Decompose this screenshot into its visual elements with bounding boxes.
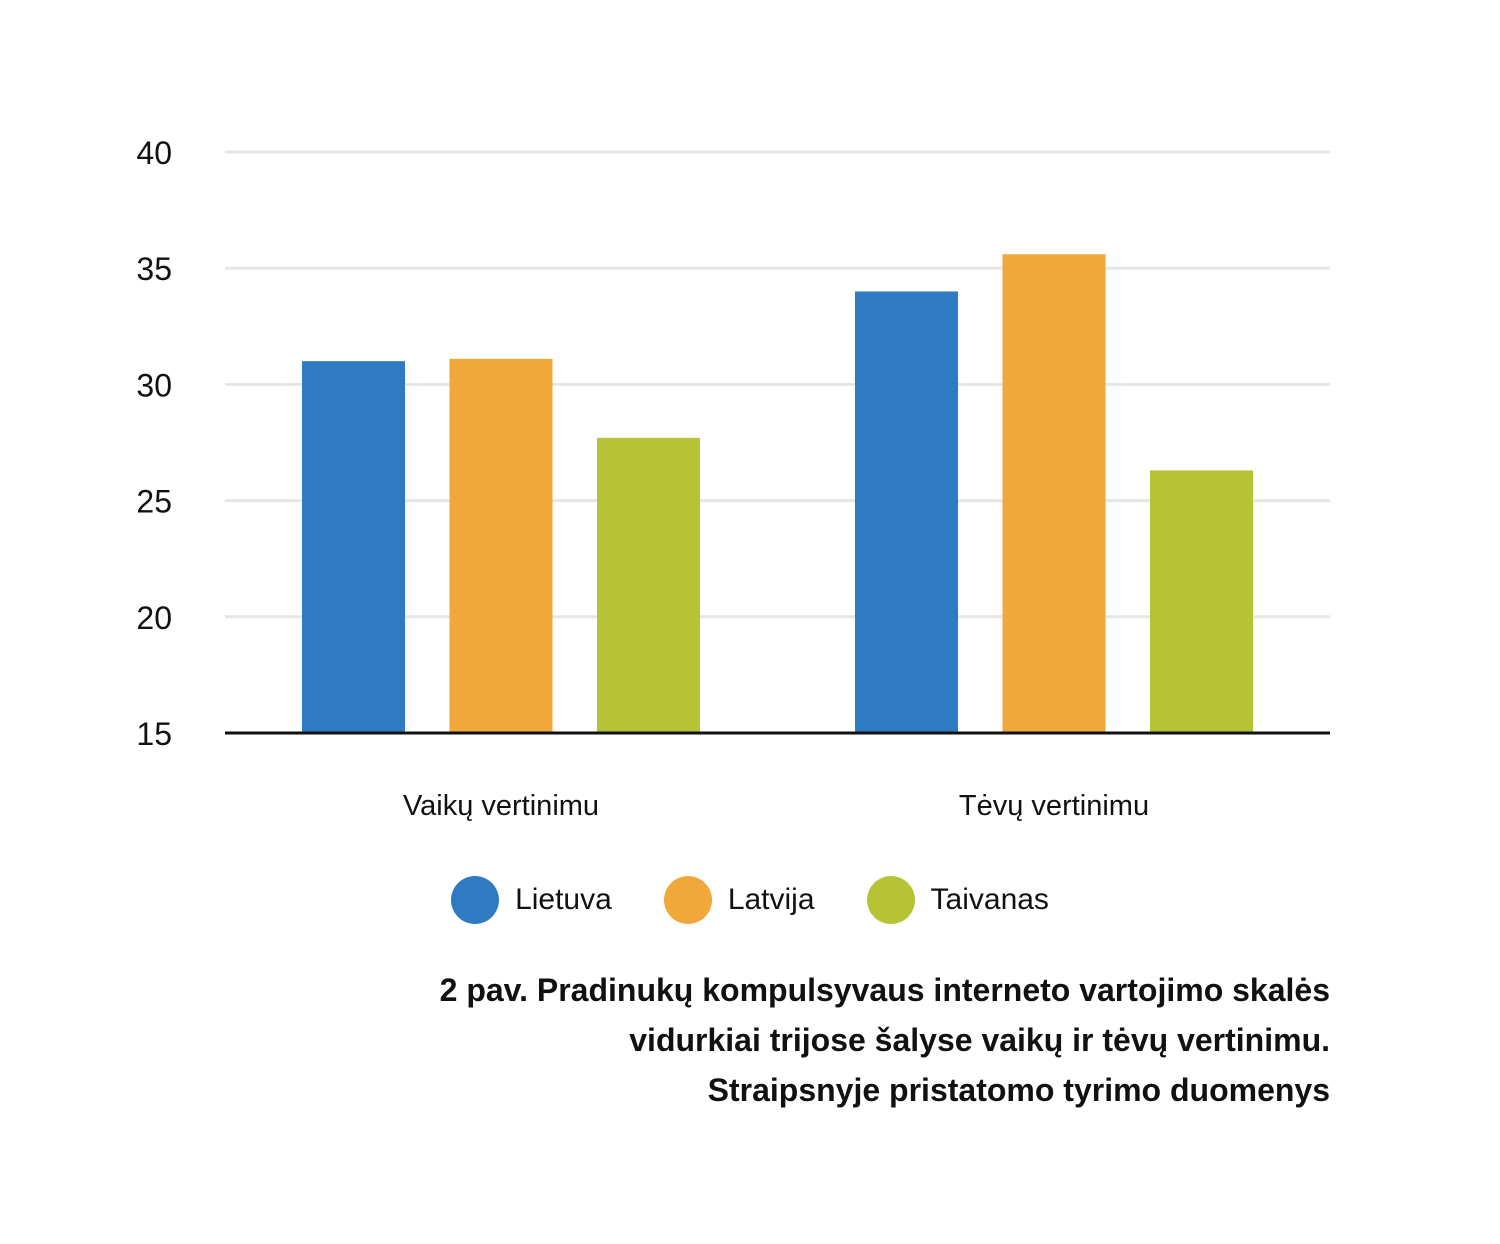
x-category-label: Tėvų vertinimu bbox=[959, 790, 1149, 822]
bar-lietuva-2 bbox=[855, 291, 958, 733]
bar-latvija-2 bbox=[1002, 254, 1106, 734]
x-category-label: Vaikų vertinimu bbox=[403, 790, 599, 822]
y-tick-label: 40 bbox=[136, 135, 172, 171]
y-tick-label: 25 bbox=[136, 484, 172, 520]
bar-taivanas-2 bbox=[1150, 470, 1253, 733]
legend-label: Lietuva bbox=[515, 883, 612, 916]
legend-swatch-lietuva bbox=[451, 876, 500, 924]
y-tick-label: 20 bbox=[136, 600, 172, 636]
legend-item-latvija: Latvija bbox=[663, 876, 815, 924]
legend-label: Latvija bbox=[727, 883, 815, 916]
legend-swatch-taivanas bbox=[866, 876, 915, 924]
y-tick-label: 15 bbox=[136, 716, 172, 752]
legend: Lietuva Latvija Taivanas bbox=[0, 870, 1500, 930]
gridlines bbox=[225, 150, 1330, 619]
legend-item-lietuva: Lietuva bbox=[451, 876, 612, 924]
caption-line: vidurkiai trijose šalyse vaikų ir tėvų v… bbox=[629, 1022, 1330, 1058]
bar-lietuva-1 bbox=[302, 361, 405, 733]
x-axis-categories: Vaikų vertinimu Tėvų vertinimu bbox=[403, 790, 1149, 822]
bar-taivanas-1 bbox=[597, 437, 700, 733]
bar-chart: 15 20 25 30 35 40 Vaikų vertinimu Tėvų vertini… bbox=[136, 135, 1330, 822]
y-tick-label: 30 bbox=[136, 367, 172, 403]
bar-latvija-1 bbox=[449, 358, 553, 733]
legend-label: Taivanas bbox=[930, 883, 1049, 916]
legend-item-taivanas: Taivanas bbox=[866, 876, 1049, 924]
figure-caption: 2 pav. Pradinukų kompulsyvaus interneto … bbox=[230, 965, 1330, 1115]
bars bbox=[302, 254, 1253, 734]
caption-line: 2 pav. Pradinukų kompulsyvaus interneto … bbox=[439, 972, 1330, 1008]
y-tick-label: 35 bbox=[136, 251, 172, 287]
y-axis-ticks: 15 20 25 30 35 40 bbox=[136, 135, 172, 752]
legend-swatch-latvija bbox=[663, 876, 712, 924]
caption-line: Straipsnyje pristatomo tyrimo duomenys bbox=[707, 1072, 1330, 1108]
